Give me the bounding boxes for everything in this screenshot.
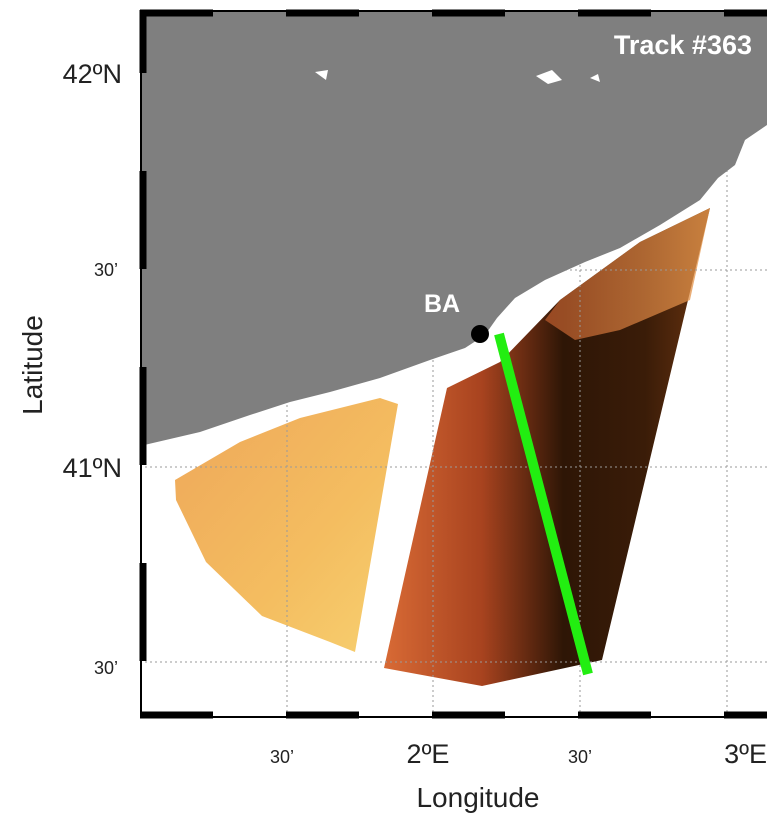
lat-tick-label: 30’ — [94, 658, 118, 678]
map-area: BA Track #363 — [140, 10, 767, 718]
lat-tick-label: 42ºN — [63, 59, 122, 89]
map-figure: BA Track #363 42ºN 30’ 41ºN 30’ 30’ 2ºE … — [0, 0, 767, 817]
lat-tick-label: 30’ — [94, 260, 118, 280]
station-label: BA — [424, 290, 460, 318]
page: BA Track #363 42ºN 30’ 41ºN 30’ 30’ 2ºE … — [0, 0, 767, 817]
map-title: Track #363 — [614, 30, 752, 60]
lon-tick-label: 3ºE — [724, 739, 767, 769]
lat-tick-label: 41ºN — [63, 453, 122, 483]
lon-tick-label: 30’ — [568, 747, 592, 767]
lon-tick-label: 2ºE — [407, 739, 450, 769]
y-axis-label: Latitude — [17, 315, 48, 415]
lon-tick-label: 30’ — [270, 747, 294, 767]
station-marker — [471, 325, 489, 343]
x-axis-label: Longitude — [416, 782, 539, 813]
